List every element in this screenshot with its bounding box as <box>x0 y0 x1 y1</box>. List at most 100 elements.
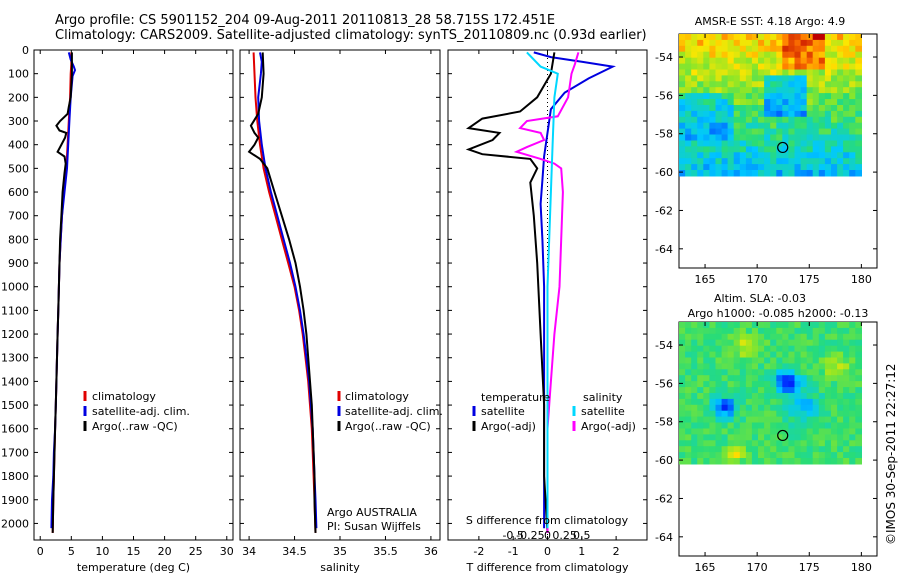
heatmap-cell <box>697 345 704 353</box>
heatmap-cell <box>831 345 838 353</box>
heatmap-cell <box>843 146 850 153</box>
x-tick-label: 180 <box>851 561 872 574</box>
heatmap-cell <box>843 410 850 418</box>
heatmap-cell <box>679 75 686 82</box>
heatmap-cell <box>709 363 717 370</box>
heatmap-cell <box>709 322 717 329</box>
heatmap-cell <box>849 434 856 441</box>
x-tick-label: 25 <box>189 545 203 558</box>
heatmap-cell <box>849 327 856 335</box>
heatmap-cell <box>812 134 820 141</box>
heatmap-cell <box>721 170 729 177</box>
y-tick-label: -58 <box>655 128 673 141</box>
heatmap-cell <box>685 339 692 347</box>
heatmap-cell <box>764 63 771 71</box>
heatmap-cell <box>751 105 759 112</box>
heatmap-cell <box>697 333 704 341</box>
heatmap-cell <box>818 99 826 106</box>
heatmap-cell <box>824 170 832 177</box>
heatmap-cell <box>745 452 753 459</box>
heatmap-cell <box>721 99 729 106</box>
heatmap-cell <box>745 422 753 429</box>
heatmap-cell <box>758 110 765 118</box>
heatmap-cell <box>703 452 710 459</box>
heatmap-cell <box>733 34 741 41</box>
heatmap-cell <box>788 428 796 435</box>
heatmap-cell <box>843 116 850 124</box>
heatmap-cell <box>794 345 802 353</box>
heatmap-cell <box>788 81 796 88</box>
heatmap-cell <box>782 57 789 65</box>
heatmap-cell <box>751 351 759 359</box>
heatmap-cell <box>782 110 789 118</box>
heatmap-cell <box>703 351 710 359</box>
heatmap-cell <box>812 351 820 359</box>
y-tick-label: 600 <box>8 186 29 199</box>
heatmap-cell <box>733 93 741 100</box>
legend-label: Argo(..raw -QC) <box>345 420 431 433</box>
heatmap-cell <box>745 69 753 76</box>
heatmap-cell <box>794 363 802 370</box>
heatmap-cell <box>727 458 735 465</box>
heatmap-cell <box>782 116 789 124</box>
heatmap-cell <box>733 369 741 376</box>
heatmap-cell <box>758 63 765 71</box>
heatmap-cell <box>818 363 826 370</box>
heatmap-cell <box>727 375 735 382</box>
heatmap-cell <box>685 452 692 459</box>
heatmap-cell <box>818 39 826 47</box>
heatmap-cell <box>679 446 686 453</box>
heatmap-cell <box>818 164 826 171</box>
heatmap-cell <box>691 416 698 424</box>
heatmap-cell <box>788 351 796 359</box>
heatmap-cell <box>727 404 735 412</box>
heatmap-cell <box>794 416 802 424</box>
heatmap-cell <box>806 410 814 418</box>
heatmap-cell <box>782 134 789 141</box>
x-tick-label: 34.5 <box>282 545 307 558</box>
heatmap-cell <box>849 440 856 447</box>
heatmap-cell <box>703 422 710 429</box>
heatmap-cell <box>824 152 832 159</box>
heatmap-cell <box>837 39 844 47</box>
heatmap-cell <box>697 363 704 370</box>
heatmap-cell <box>715 369 723 376</box>
heatmap-cell <box>758 39 765 47</box>
heatmap-cell <box>715 357 723 364</box>
heatmap-cell <box>727 345 735 353</box>
heatmap-cell <box>721 434 729 441</box>
heatmap-cell <box>691 375 698 382</box>
heatmap-cell <box>824 57 832 65</box>
heatmap-cell <box>739 339 747 347</box>
heatmap-cell <box>824 105 832 112</box>
heatmap-cell <box>812 458 820 465</box>
heatmap-cell <box>703 116 710 124</box>
heatmap-cell <box>849 375 856 382</box>
heatmap-cell <box>782 170 789 177</box>
heatmap-cell <box>818 134 826 141</box>
heatmap-cell <box>703 339 710 347</box>
heatmap-cell <box>697 458 704 465</box>
heatmap-cell <box>745 75 753 82</box>
heatmap-cell <box>837 458 844 465</box>
heatmap-cell <box>739 351 747 359</box>
heatmap-cell <box>703 345 710 353</box>
heatmap-cell <box>782 387 789 394</box>
heatmap-cell <box>733 357 741 364</box>
heatmap-cell <box>739 363 747 370</box>
heatmap-cell <box>831 122 838 130</box>
heatmap-cell <box>679 452 686 459</box>
heatmap-cell <box>837 381 844 388</box>
heatmap-cell <box>751 34 759 41</box>
heatmap-cell <box>806 57 814 65</box>
heatmap-cell <box>837 375 844 382</box>
heatmap-cell <box>727 327 735 335</box>
heatmap-cell <box>770 327 777 335</box>
heatmap-cell <box>745 170 753 177</box>
heatmap-cell <box>764 322 771 329</box>
heatmap-cell <box>733 345 741 353</box>
heatmap-cell <box>824 339 832 347</box>
heatmap-cell <box>764 69 771 76</box>
heatmap-cell <box>831 93 838 100</box>
